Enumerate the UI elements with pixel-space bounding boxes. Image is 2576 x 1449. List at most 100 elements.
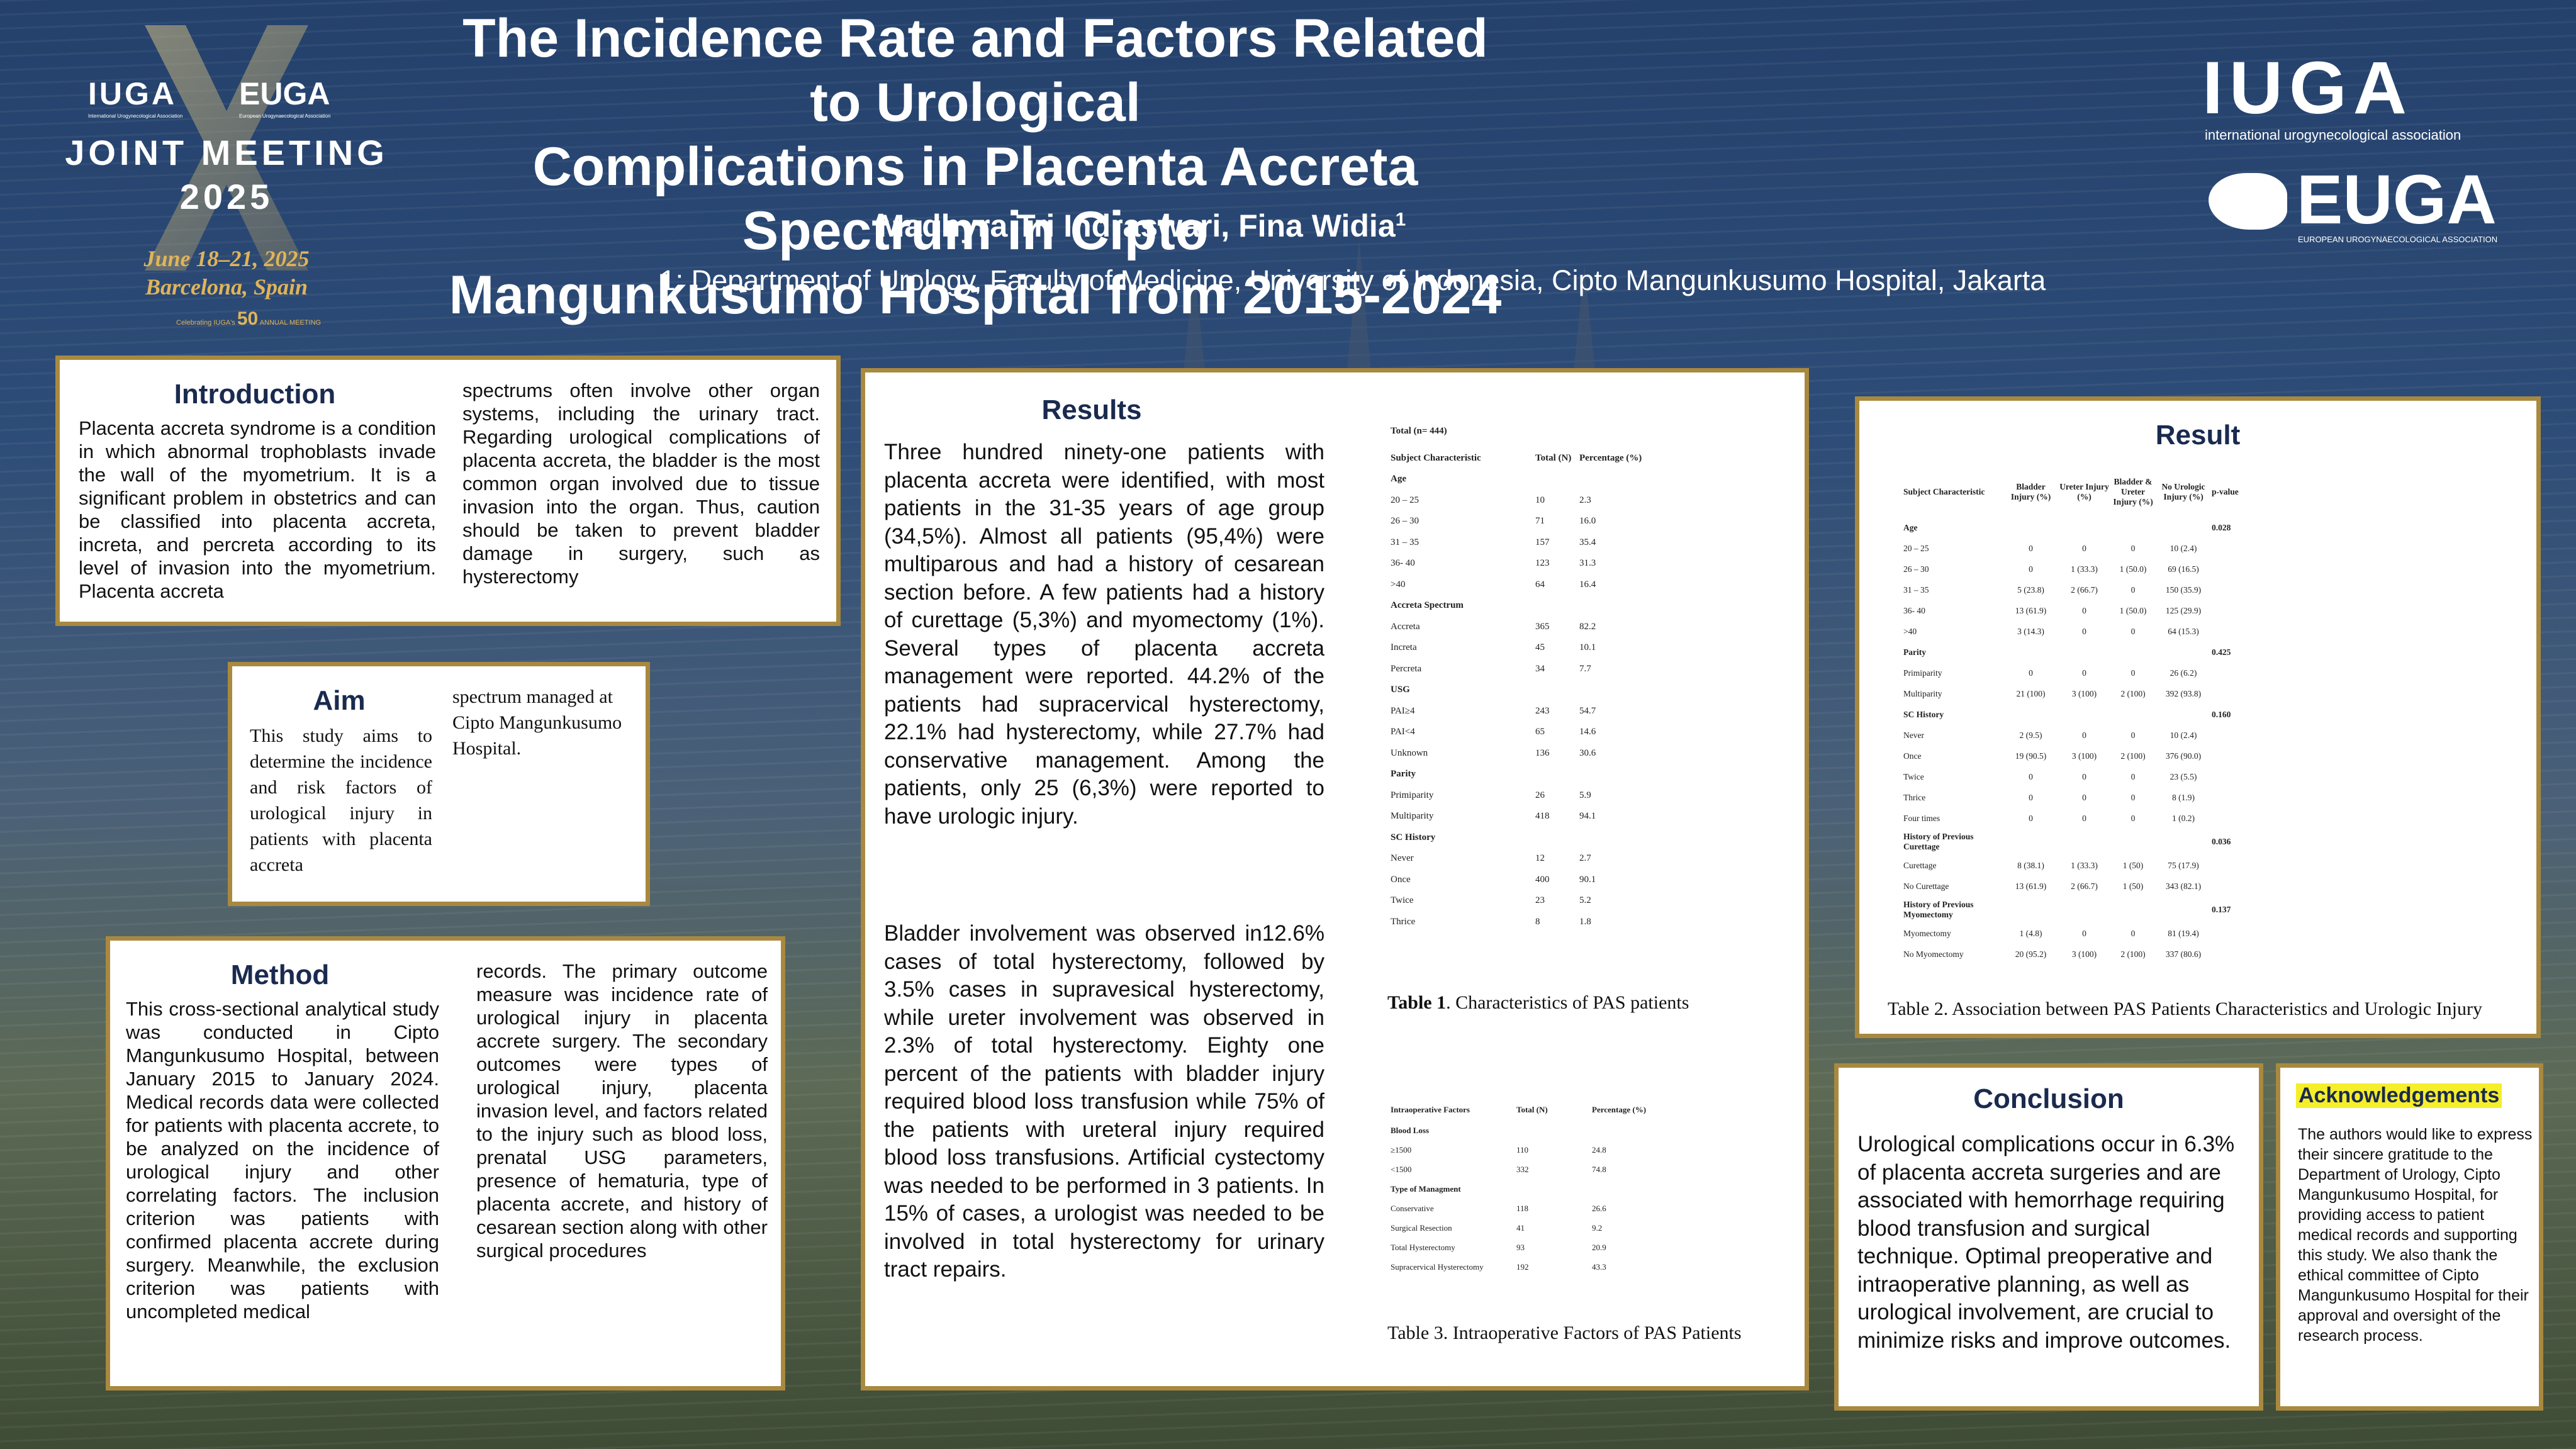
table-cell: 0	[2029, 813, 2033, 823]
table-cell: 0	[2082, 928, 2086, 938]
table-cell: 136	[1535, 747, 1550, 758]
method-text-col2: records. The primary outcome measure was…	[476, 960, 768, 1262]
method-title: Method	[230, 959, 330, 990]
table-row: Conservative 118 26.6	[1391, 1199, 1686, 1218]
table-cell: 13 (61.9)	[2015, 881, 2047, 891]
table-cell: 26 – 30	[1391, 516, 1419, 527]
table-row: Thrice 8 1.8	[1391, 912, 1686, 933]
table-cell: 365	[1535, 621, 1550, 632]
table-header-cell: Intraoperative Factors	[1391, 1105, 1470, 1114]
table-cell	[1579, 595, 1686, 617]
table-cell: Percreta	[1391, 663, 1422, 674]
result-table-panel: Result Subject Characteristic Bladder In…	[1855, 396, 2541, 1038]
table-header-cell: Bladder Injury (%)	[2010, 482, 2051, 501]
table-row: Myomectomy 1 (4.8) 0 0 81 (19.4)	[1903, 923, 2501, 944]
introduction-panel: Introduction Placenta accreta syndrome i…	[55, 355, 841, 626]
results-title: Results	[1041, 394, 1142, 425]
table-2: Subject Characteristic Bladder Injury (%…	[1903, 467, 2501, 965]
table-cell: Supracervical Hysterectomy	[1391, 1262, 1484, 1272]
table-cell	[2212, 663, 2501, 683]
table-row: >40 3 (14.3) 0 0 64 (15.3)	[1903, 621, 2501, 642]
table-cell: Primiparity	[1903, 668, 1942, 678]
table-cell: Type of Managment	[1391, 1183, 1461, 1194]
table-header-cell: Subject Characteristic	[1391, 452, 1481, 463]
table-cell: 2.3	[1579, 495, 1591, 505]
table-row: <1500 332 74.8	[1391, 1160, 1686, 1179]
table-cell: 0	[2082, 813, 2086, 823]
table-cell: 23	[1535, 895, 1545, 906]
table-cell: Primiparity	[1391, 790, 1434, 800]
iuga-euga-logo: IUGA international urogynecological asso…	[2202, 50, 2517, 252]
table-cell	[2111, 517, 2155, 538]
table-header-cell: Percentage (%)	[1579, 452, 1642, 463]
table-cell: 12	[1535, 853, 1545, 864]
table-cell	[2155, 897, 2212, 923]
table-cell: Thrice	[1391, 916, 1416, 927]
table-row: Percreta 34 7.7	[1391, 659, 1686, 680]
introduction-text-col2: spectrums often involve other organ syst…	[462, 379, 820, 588]
table-cell: 26.6	[1592, 1203, 1606, 1213]
table-cell	[2058, 829, 2111, 855]
table-row: 31 – 35 5 (23.8) 2 (66.7) 0 150 (35.9)	[1903, 579, 2501, 600]
table-row: History of Previous Myomectomy 0.137	[1903, 897, 2501, 923]
table-cell: 20 – 25	[1903, 543, 1929, 553]
table-row: Accreta 365 82.2	[1391, 617, 1686, 638]
table-cell: 0	[2131, 813, 2136, 823]
table-cell: 150 (35.9)	[2165, 585, 2202, 595]
table-cell: 343 (82.1)	[2165, 881, 2202, 891]
results-paragraph-2: Bladder involvement was observed in12.6%…	[884, 921, 1324, 1282]
logo-year: 2025	[179, 177, 274, 216]
table-header-cell: Ureter Injury (%)	[2059, 482, 2109, 501]
table-cell: 337 (80.6)	[2165, 949, 2202, 959]
table-cell: History of Previous Myomectomy	[1903, 900, 1974, 919]
table-cell: 13 (61.9)	[2015, 605, 2047, 615]
table-cell	[2111, 704, 2155, 725]
table-row: 26 – 30 0 1 (33.3) 1 (50.0) 69 (16.5)	[1903, 559, 2501, 579]
logo-iuga-text: IUGA	[88, 76, 177, 111]
table-cell	[2155, 642, 2212, 663]
logo-euga-text: EUGA	[239, 76, 330, 111]
title-line: Mangunkusumo Hospital from 2015-2024	[449, 265, 1502, 325]
table-cell	[1579, 764, 1686, 785]
table-cell	[2058, 517, 2111, 538]
table-row: Twice 0 0 0 23 (5.5)	[1903, 766, 2501, 787]
table-cell: 243	[1535, 705, 1550, 716]
table-cell: 74.8	[1592, 1164, 1606, 1174]
table-cell: 69 (16.5)	[2168, 564, 2199, 574]
table-cell: 36- 40	[1903, 605, 1925, 615]
table-cell: 1 (50.0)	[2119, 605, 2147, 615]
table-cell: 24.8	[1592, 1144, 1606, 1155]
table-cell: 3 (100)	[2071, 949, 2097, 959]
table-cell: Blood Loss	[1391, 1125, 1430, 1135]
table-cell: 376 (90.0)	[2165, 751, 2202, 761]
table-row: Age 0.028	[1903, 517, 2501, 538]
table-cell: 20 – 25	[1391, 495, 1419, 505]
table-row: 20 – 25 10 2.3	[1391, 490, 1686, 512]
logo-anniversary: Celebrating IUGA's 50 ANNUAL MEETING	[176, 308, 322, 329]
table-cell: 1 (4.8)	[2019, 928, 2042, 938]
table-cell: 0.036	[2212, 837, 2231, 846]
table-row: 26 – 30 71 16.0	[1391, 511, 1686, 532]
poster-affiliation: 1: Department of Urology, Faculty of Med…	[659, 264, 2046, 296]
table-cell: 1 (33.3)	[2071, 564, 2098, 574]
table-cell: 0	[2082, 771, 2086, 781]
table-cell: 26	[1535, 790, 1545, 800]
table-cell: 41	[1516, 1222, 1525, 1233]
table-cell: 16.4	[1579, 579, 1596, 590]
table-cell: History of Previous Curettage	[1903, 832, 1974, 851]
table-cell: 0	[2131, 668, 2136, 678]
table-cell: 75 (17.9)	[2168, 860, 2199, 870]
table-cell: 0	[2082, 668, 2086, 678]
table-cell: Twice	[1391, 895, 1414, 906]
table-row: Total Hysterectomy 93 20.9	[1391, 1238, 1686, 1257]
table-cell	[1516, 1121, 1592, 1140]
table-cell: 157	[1535, 537, 1550, 547]
table-cell: 0	[2082, 730, 2086, 740]
table-cell: 0.425	[2212, 647, 2231, 657]
poster-authors: Madhyra Tri Indraswari, Fina Widia1	[878, 208, 1406, 243]
brain-icon	[2209, 173, 2287, 230]
table-cell: 0	[2082, 626, 2086, 636]
logo-euga-subtext: EUROPEAN UROGYNAECOLOGICAL ASSOCIATION	[2298, 235, 2498, 244]
table-cell: 20 (95.2)	[2015, 949, 2047, 959]
table-row: Surgical Resection 41 9.2	[1391, 1218, 1686, 1238]
